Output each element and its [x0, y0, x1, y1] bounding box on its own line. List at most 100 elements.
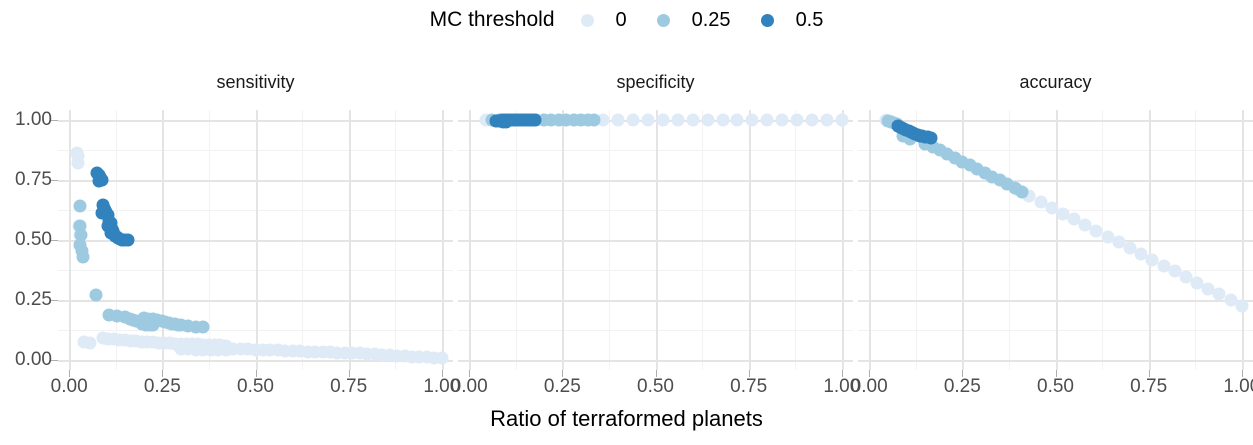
legend-item-label: 0.25	[691, 8, 731, 31]
data-point	[89, 288, 103, 302]
data-point	[820, 113, 834, 127]
data-point	[1089, 224, 1103, 238]
data-point	[146, 318, 160, 332]
legend-title: MC threshold	[429, 8, 555, 31]
x-tick-mark	[255, 370, 257, 377]
data-point	[1145, 253, 1159, 267]
x-tick-label: 0.75	[730, 376, 768, 397]
gridline-major-vertical	[962, 110, 965, 370]
x-tick-mark	[162, 370, 164, 377]
facet-title-accuracy: accuracy	[1019, 72, 1092, 92]
data-point	[1045, 201, 1059, 215]
y-axis: 0.00 0.25 0.50 0.75 1.00	[0, 0, 52, 445]
legend-key-icon	[580, 13, 594, 27]
facet-title-specificity: specificity	[616, 72, 695, 92]
x-tick-mark	[69, 370, 71, 377]
panel-accuracy	[858, 110, 1253, 370]
legend-key-icon	[656, 13, 670, 27]
x-tick-label: 0.25	[143, 376, 181, 397]
y-tick-label: 0.00	[15, 349, 52, 371]
x-tick-label: 0.50	[237, 376, 274, 397]
legend: MC threshold 0 0.25 0.5	[0, 0, 1253, 40]
data-point	[1056, 207, 1070, 221]
gridline-major-vertical	[748, 110, 751, 370]
x-tick-label: 0.25	[543, 376, 581, 397]
x-tick-label: 0.50	[1037, 376, 1074, 397]
data-point	[730, 113, 744, 127]
data-point	[686, 113, 700, 127]
legend-item-0-25[interactable]: 0.25	[656, 8, 731, 32]
data-point	[1015, 185, 1029, 199]
y-tick-mark	[51, 300, 58, 302]
data-point	[587, 113, 601, 127]
legend-items: 0 0.25 0.5	[580, 8, 823, 32]
gridline-major-vertical	[469, 110, 472, 370]
data-point	[611, 113, 625, 127]
panel-sensitivity	[58, 110, 453, 370]
y-tick-mark	[51, 360, 58, 362]
data-point	[775, 113, 789, 127]
data-point	[1134, 247, 1148, 261]
data-point	[1224, 293, 1238, 307]
x-tick-mark	[441, 370, 443, 377]
gridline-major-vertical	[348, 110, 351, 370]
data-point	[924, 131, 938, 145]
gridline-major-vertical	[1241, 110, 1244, 370]
y-tick-mark	[51, 179, 58, 181]
gridline-major-vertical	[1055, 110, 1058, 370]
x-tick-mark	[962, 370, 964, 377]
data-point	[656, 113, 670, 127]
gridline-major-vertical	[562, 110, 565, 370]
data-point	[1201, 282, 1215, 296]
x-tick-label: 0.75	[1130, 376, 1168, 397]
data-point	[805, 113, 819, 127]
data-point	[1034, 195, 1048, 209]
data-point	[435, 351, 449, 365]
data-point	[196, 320, 210, 334]
legend-item-0-5[interactable]: 0.5	[760, 9, 823, 32]
x-tick-label: 0.25	[943, 376, 981, 397]
data-point	[71, 156, 85, 170]
legend-item-label: 0	[615, 8, 627, 31]
data-point	[73, 199, 87, 213]
x-tick-mark	[1241, 370, 1243, 377]
x-tick-mark	[1055, 370, 1057, 377]
data-point	[1067, 212, 1081, 226]
data-point	[76, 250, 90, 264]
x-tick-label: 0.00	[450, 376, 488, 397]
gridline-major-vertical	[441, 110, 444, 370]
x-tick-mark	[469, 370, 471, 377]
y-tick-label: 1.00	[15, 108, 52, 130]
y-tick-mark	[51, 119, 58, 121]
x-tick-label: 1.00	[1223, 376, 1253, 397]
data-point	[92, 174, 106, 188]
panel-specificity	[458, 110, 853, 370]
data-point	[835, 113, 849, 127]
data-point	[716, 113, 730, 127]
data-point	[626, 113, 640, 127]
gridline-major-vertical	[841, 110, 844, 370]
x-tick-mark	[841, 370, 843, 377]
x-tick-mark	[655, 370, 657, 377]
x-tick-mark	[562, 370, 564, 377]
data-point	[528, 113, 542, 127]
data-point	[1112, 235, 1126, 249]
y-tick-mark	[51, 240, 58, 241]
y-tick-label: 0.50	[15, 229, 52, 250]
gridline-major-vertical	[655, 110, 658, 370]
x-tick-mark	[1148, 370, 1150, 377]
data-point	[745, 113, 759, 127]
data-point	[760, 113, 774, 127]
data-point	[1157, 259, 1171, 273]
data-point	[121, 233, 135, 247]
data-point	[1179, 270, 1193, 284]
facet-title-sensitivity: sensitivity	[216, 72, 295, 92]
data-point	[1212, 287, 1226, 301]
legend-item-0[interactable]: 0	[580, 8, 627, 32]
x-tick-mark	[348, 370, 350, 377]
data-point	[83, 336, 97, 350]
data-point	[1168, 264, 1182, 278]
data-point	[1123, 241, 1137, 255]
x-tick-label: 0.00	[850, 376, 888, 397]
gridline-major-vertical	[69, 110, 72, 370]
